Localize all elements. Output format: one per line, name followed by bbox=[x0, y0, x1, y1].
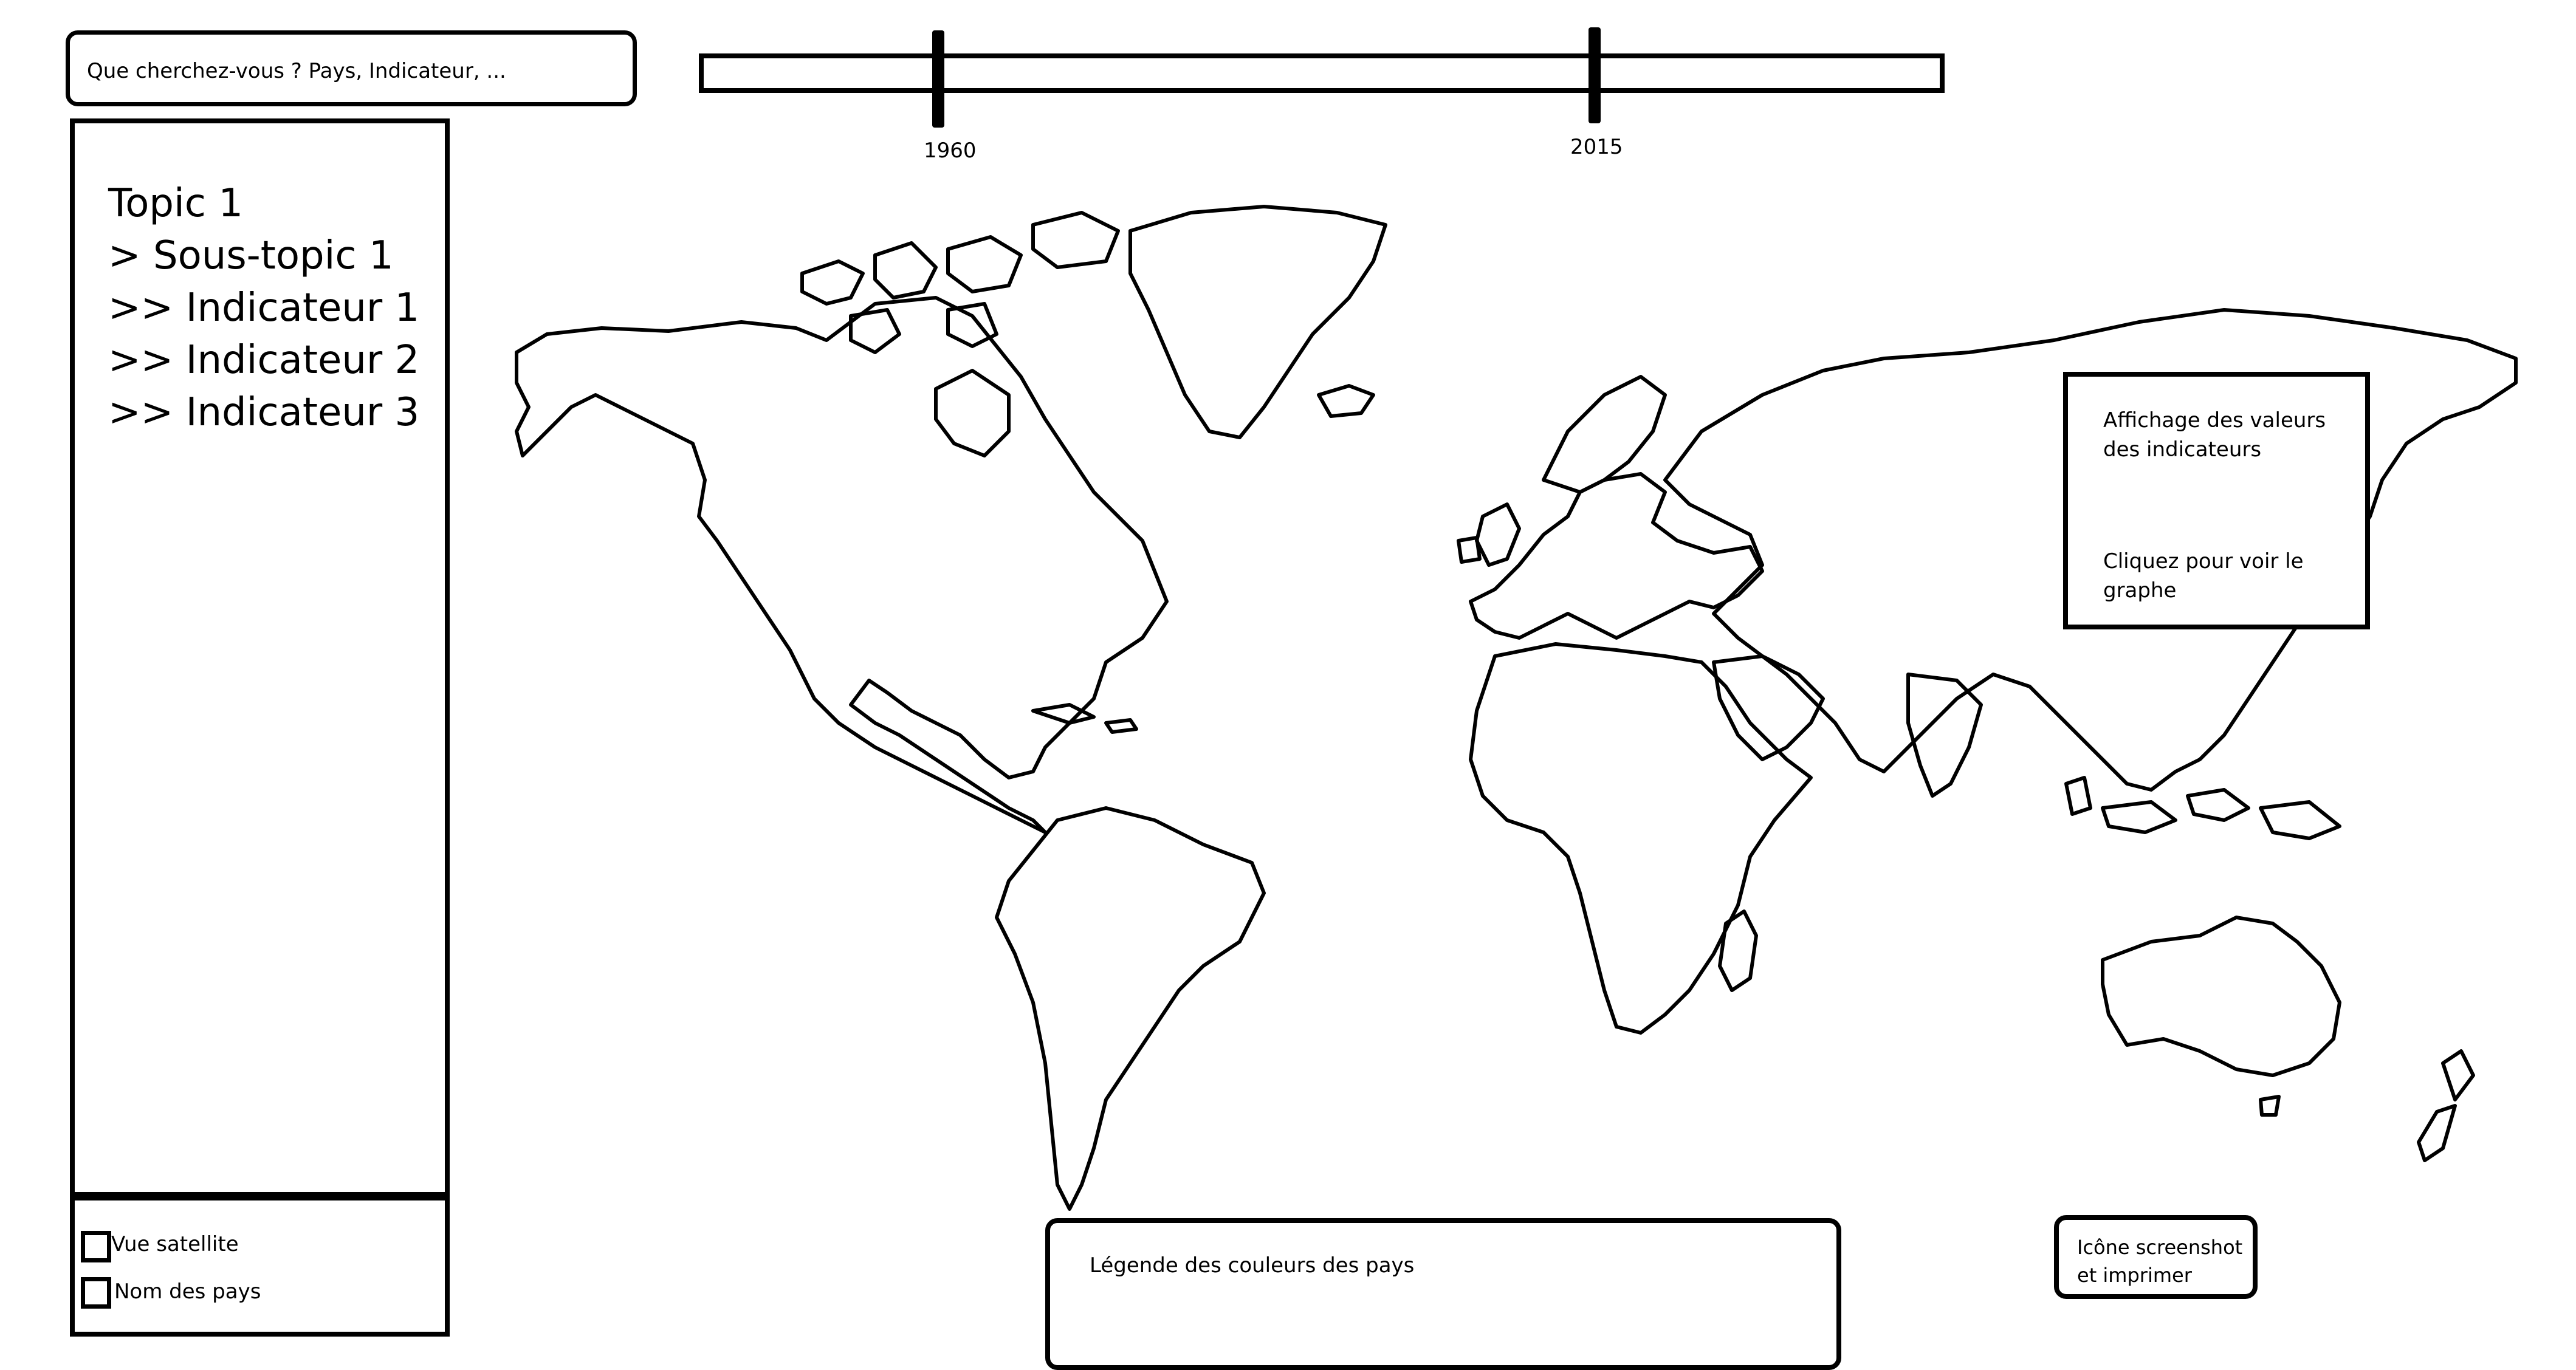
view-graph-link[interactable]: Cliquez pour voir le graphe bbox=[2103, 549, 2304, 603]
sidebar-item-topic-1[interactable]: Topic 1 bbox=[108, 181, 244, 226]
country-names-label: Nom des pays bbox=[114, 1279, 261, 1304]
indicator-values-panel[interactable]: Affichage des valeurs des indicateurs Cl… bbox=[2063, 372, 2370, 629]
timeline-end-handle[interactable] bbox=[1589, 27, 1601, 123]
sidebar-item-sous-topic-1[interactable]: > Sous-topic 1 bbox=[108, 233, 394, 278]
country-color-legend: Légende des couleurs des pays bbox=[1045, 1218, 1841, 1370]
timeline-end-year: 2015 bbox=[1570, 135, 1623, 159]
satellite-view-label: Vue satellite bbox=[111, 1232, 239, 1256]
search-placeholder: Que cherchez-vous ? Pays, Indicateur, ..… bbox=[87, 59, 506, 83]
world-map[interactable] bbox=[510, 176, 2522, 1221]
greenland-outline[interactable] bbox=[1128, 205, 1387, 439]
australia-outline[interactable] bbox=[2101, 916, 2341, 1077]
screenshot-print-button[interactable]: Icône screenshot et imprimer bbox=[2054, 1215, 2258, 1299]
indicator-values-text: Affichage des valeurs des indicateurs bbox=[2103, 408, 2326, 462]
sidebar-item-indicateur-1[interactable]: >> Indicateur 1 bbox=[108, 286, 420, 331]
search-input[interactable]: Que cherchez-vous ? Pays, Indicateur, ..… bbox=[66, 30, 637, 106]
timeline-slider-track[interactable] bbox=[699, 53, 1945, 93]
sidebar-item-indicateur-2[interactable]: >> Indicateur 2 bbox=[108, 338, 420, 383]
sidebar-item-indicateur-3[interactable]: >> Indicateur 3 bbox=[108, 390, 420, 435]
timeline-start-year: 1960 bbox=[924, 139, 977, 163]
north-america-outline[interactable] bbox=[515, 296, 1169, 834]
screenshot-print-label: Icône screenshot et imprimer bbox=[2077, 1236, 2243, 1287]
map-options-panel: Vue satellite Nom des pays bbox=[70, 1196, 450, 1337]
country-names-checkbox[interactable] bbox=[81, 1277, 111, 1309]
europe-outline[interactable] bbox=[1469, 472, 1764, 640]
south-america-outline[interactable] bbox=[995, 806, 1266, 1211]
satellite-view-checkbox[interactable] bbox=[81, 1231, 111, 1262]
topic-sidebar: Topic 1 > Sous-topic 1 >> Indicateur 1 >… bbox=[70, 118, 450, 1197]
legend-title: Légende des couleurs des pays bbox=[1090, 1253, 1415, 1278]
timeline-start-handle[interactable] bbox=[932, 30, 944, 128]
africa-outline[interactable] bbox=[1469, 642, 1813, 1035]
